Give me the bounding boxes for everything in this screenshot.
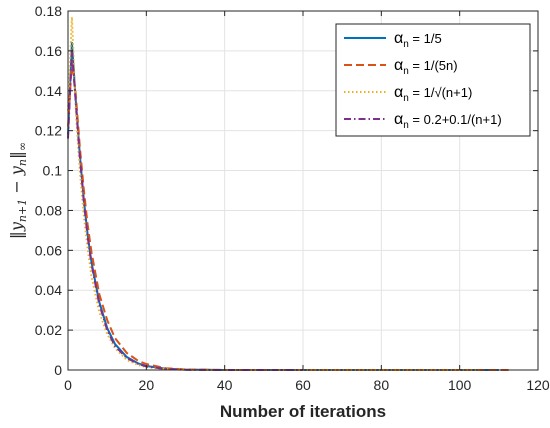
x-axis-title: Number of iterations [220, 402, 386, 421]
y-tick-label: 0 [54, 362, 62, 378]
legend-subscript: n [403, 39, 409, 50]
y-tick-label: 0.04 [35, 282, 62, 298]
x-tick-label: 100 [448, 377, 472, 393]
legend: αn = 1/5αn = 1/(5n)αn = 1/√(n+1)αn = 0.2… [335, 23, 531, 137]
y-tick-label: 0.18 [35, 3, 62, 19]
y-axis-title-open: ‖ [7, 231, 26, 239]
y-axis-title: ‖yn+1 − yn‖∞ [7, 142, 29, 239]
y-axis-title-y2: y [7, 165, 26, 176]
y-axis-title-minus: − [7, 175, 26, 199]
x-tick-label: 40 [217, 377, 233, 393]
svg-text:‖yn+1 − yn‖∞: ‖yn+1 − yn‖∞ [7, 142, 29, 239]
y-tick-label: 0.16 [35, 43, 62, 59]
y-tick-label: 0.14 [35, 83, 62, 99]
y-tick-label: 0.02 [35, 322, 62, 338]
y-tick-label: 0.08 [35, 202, 62, 218]
legend-subscript: n [403, 93, 409, 104]
y-tick-label: 0.1 [43, 163, 63, 179]
y-axis-title-y1: y [7, 221, 26, 232]
y-axis-title-close: ‖ [7, 151, 26, 159]
x-tick-label: 60 [295, 377, 311, 393]
legend-rest: = 1/5 [409, 31, 442, 46]
legend-symbol: α [394, 111, 403, 128]
legend-subscript: n [403, 66, 409, 77]
legend-label-1: αn = 1/5 [394, 30, 442, 50]
y-axis-title-sub1: n+1 [16, 199, 29, 222]
x-tick-label: 20 [139, 377, 155, 393]
y-axis-title-sub3: ∞ [16, 142, 29, 151]
legend-symbol: α [394, 30, 403, 47]
legend-subscript: n [403, 120, 409, 131]
legend-rest: = 1/(5n) [409, 58, 458, 73]
x-tick-label: 80 [374, 377, 390, 393]
legend-label-3: αn = 1/√(n+1) [394, 84, 472, 104]
x-tick-label: 0 [64, 377, 72, 393]
y-tick-label: 0.12 [35, 123, 62, 139]
legend-box [335, 23, 531, 137]
y-tick-label: 0.06 [35, 242, 62, 258]
legend-symbol: α [394, 57, 403, 74]
legend-rest: = 1/√(n+1) [409, 85, 473, 100]
x-tick-label: 120 [526, 377, 550, 393]
series-line-4 [67, 49, 303, 371]
legend-rest: = 0.2+0.1/(n+1) [409, 112, 502, 127]
legend-symbol: α [394, 84, 403, 101]
y-axis-title-sub2: n [16, 159, 29, 166]
legend-label-4: αn = 0.2+0.1/(n+1) [394, 111, 502, 131]
ticks: 0 20 40 60 80 100 120 0 0.02 0.04 0.06 0.08 0.1 0.12 0… [35, 3, 550, 393]
legend-label-2: αn = 1/(5n) [394, 57, 458, 77]
